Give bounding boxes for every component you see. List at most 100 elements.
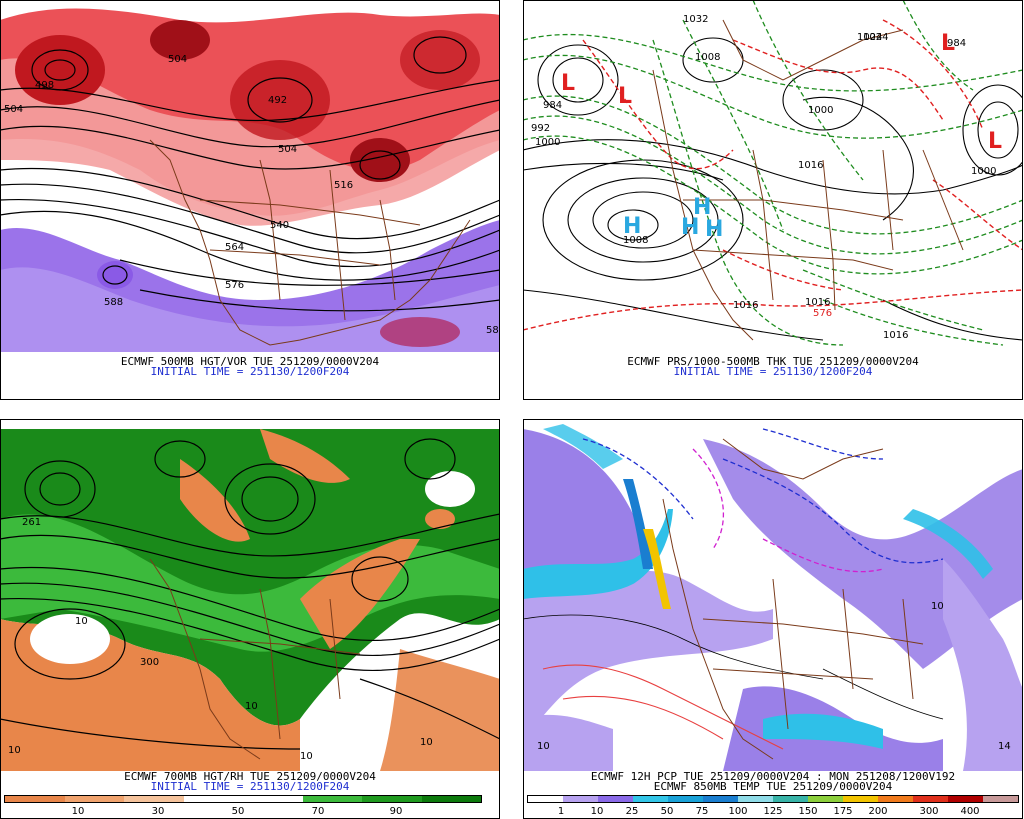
isobar-label: 1000	[808, 105, 833, 116]
contour-label: 504	[4, 104, 23, 115]
contour-label: 492	[268, 95, 287, 106]
colorbar-swatch	[738, 796, 773, 802]
colorbar-swatch	[878, 796, 913, 802]
low-pressure-center: L	[988, 129, 1002, 154]
contour-label: 564	[225, 242, 244, 253]
isobar-label: 1000	[535, 137, 560, 148]
colorbar-tick: 100	[728, 806, 748, 817]
colorbar-swatch	[64, 796, 124, 802]
contour-label: 504	[168, 54, 187, 65]
panel-precip-850mb-temp: 10 10 14 ECMWF 12H PCP TUE 251209/0000V2…	[523, 419, 1023, 819]
high-pressure-center: H	[681, 215, 699, 240]
isobar-label: 1016	[883, 330, 908, 341]
colorbar-swatch	[243, 796, 303, 802]
colorbar-tick: 175	[833, 806, 853, 817]
colorbar-tick: 300	[919, 806, 939, 817]
colorbar-swatch	[124, 796, 184, 802]
colorbar-swatch	[983, 796, 1018, 802]
isobar-label: 1016	[733, 300, 758, 311]
colorbar-tick: 1	[557, 806, 565, 817]
colorbar-swatch	[563, 796, 598, 802]
colorbar-swatch	[183, 796, 243, 802]
rh-label: 10	[300, 751, 313, 762]
isobar-label: 1024	[863, 32, 888, 43]
caption-title: ECMWF PRS/1000-500MB THK TUE 251209/0000…	[627, 355, 919, 368]
rh-label: 10	[75, 616, 88, 627]
isobar-label: 1024	[857, 32, 882, 43]
contour-label: 516	[334, 180, 353, 191]
contour-label: 261	[22, 517, 41, 528]
colorbar-tick: 400	[960, 806, 980, 817]
precip-colorbar	[527, 795, 1019, 803]
low-pressure-center: L	[618, 84, 632, 109]
colorbar-swatch	[703, 796, 738, 802]
map-precipitation: 10 10 14	[523, 419, 1023, 771]
caption-title: ECMWF 500MB HGT/VOR TUE 251209/0000V204	[120, 355, 380, 368]
panel-700mb-hgt-rh: 261 300 10 10 10 10 10 ECMWF 700MB HGT/R…	[0, 419, 500, 819]
colorbar-swatch	[633, 796, 668, 802]
colorbar-tick: 10	[71, 806, 85, 817]
high-pressure-center: H	[693, 195, 711, 220]
contour-label: 540	[270, 220, 289, 231]
isobar-label: 1008	[623, 235, 648, 246]
colorbar-swatch	[843, 796, 878, 802]
colorbar-tick: 75	[695, 806, 709, 817]
low-pressure-center: L	[941, 31, 955, 56]
isobar-label: 984	[947, 38, 966, 49]
rh-label: 10	[420, 737, 433, 748]
colorbar-tick: 150	[798, 806, 818, 817]
colorbar-tick: 50	[660, 806, 674, 817]
caption-title: ECMWF 700MB HGT/RH TUE 251209/0000V204	[124, 770, 376, 783]
colorbar-tick: 30	[151, 806, 165, 817]
colorbar-swatch	[5, 796, 65, 802]
contour-label: 300	[140, 657, 159, 668]
map-500mb-vorticity: 498 504 504 492 504 516 540 564 576 588 …	[0, 0, 500, 352]
high-pressure-center: H	[705, 217, 723, 242]
temp-label: 10	[537, 741, 550, 752]
temp-label: 10	[931, 601, 944, 612]
contour-label: 498	[35, 80, 54, 91]
colorbar-swatch	[421, 796, 481, 802]
isobar-label: 1016	[805, 297, 830, 308]
contour-label: 588	[104, 297, 123, 308]
caption-title: ECMWF 12H PCP TUE 251209/0000V204 : MON …	[590, 770, 956, 783]
colorbar-swatch	[598, 796, 633, 802]
colorbar-tick: 50	[231, 806, 245, 817]
colorbar-swatch	[948, 796, 983, 802]
isobar-label: 1000	[971, 166, 996, 177]
colorbar-tick: 10	[590, 806, 604, 817]
colorbar-tick: 200	[868, 806, 888, 817]
isobar-label: 1032	[683, 14, 708, 25]
isobar-label: 1016	[798, 160, 823, 171]
colorbar-tick: 25	[625, 806, 639, 817]
thickness-label: 576	[813, 308, 832, 319]
caption-initial-time: INITIAL TIME = 251130/1200F204	[150, 365, 350, 378]
colorbar-swatch	[528, 796, 563, 802]
isobar-label: 1008	[695, 52, 720, 63]
low-pressure-center: L	[561, 71, 575, 96]
colorbar-swatch	[773, 796, 808, 802]
colorbar-tick: 90	[389, 806, 403, 817]
colorbar-tick: 125	[763, 806, 783, 817]
map-pressure-thickness: L L L L H H H H 984 992 1000 1008 1000 1…	[523, 0, 1023, 352]
map-700mb-relative-humidity: 261 300 10 10 10 10 10	[0, 419, 500, 771]
high-pressure-center: H	[623, 214, 641, 239]
contour-label: 576	[225, 280, 244, 291]
contour-label: 58	[486, 325, 499, 336]
caption-initial-time: INITIAL TIME = 251130/1200F204	[673, 365, 873, 378]
rh-label: 10	[245, 701, 258, 712]
isobar-label: 984	[543, 100, 562, 111]
colorbar-swatch	[668, 796, 703, 802]
isobar-label: 992	[531, 123, 550, 134]
colorbar-swatch	[362, 796, 422, 802]
caption-subtitle: ECMWF 850MB TEMP TUE 251209/0000V204	[653, 780, 893, 793]
panel-500mb-hgt-vor: 498 504 504 492 504 516 540 564 576 588 …	[0, 0, 500, 400]
colorbar-swatch	[302, 796, 362, 802]
temp-label: 14	[998, 741, 1011, 752]
colorbar-swatch	[913, 796, 948, 802]
colorbar-tick: 70	[311, 806, 325, 817]
contour-label: 504	[278, 144, 297, 155]
panel-prs-thickness: L L L L H H H H 984 992 1000 1008 1000 1…	[523, 0, 1023, 400]
rh-label: 10	[8, 745, 21, 756]
caption-initial-time: INITIAL TIME = 251130/1200F204	[150, 780, 350, 793]
